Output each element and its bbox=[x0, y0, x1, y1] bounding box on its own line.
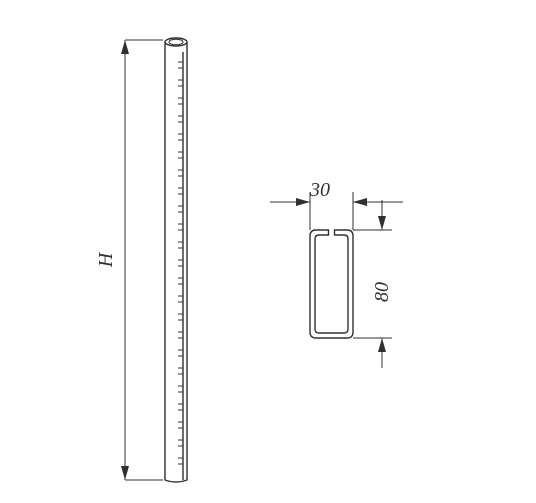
dim-label-height: 80 bbox=[371, 282, 393, 302]
technical-drawing: H 30 80 bbox=[0, 0, 536, 503]
dim-label-H: H bbox=[95, 251, 117, 268]
dim-label-width: 30 bbox=[309, 179, 330, 201]
